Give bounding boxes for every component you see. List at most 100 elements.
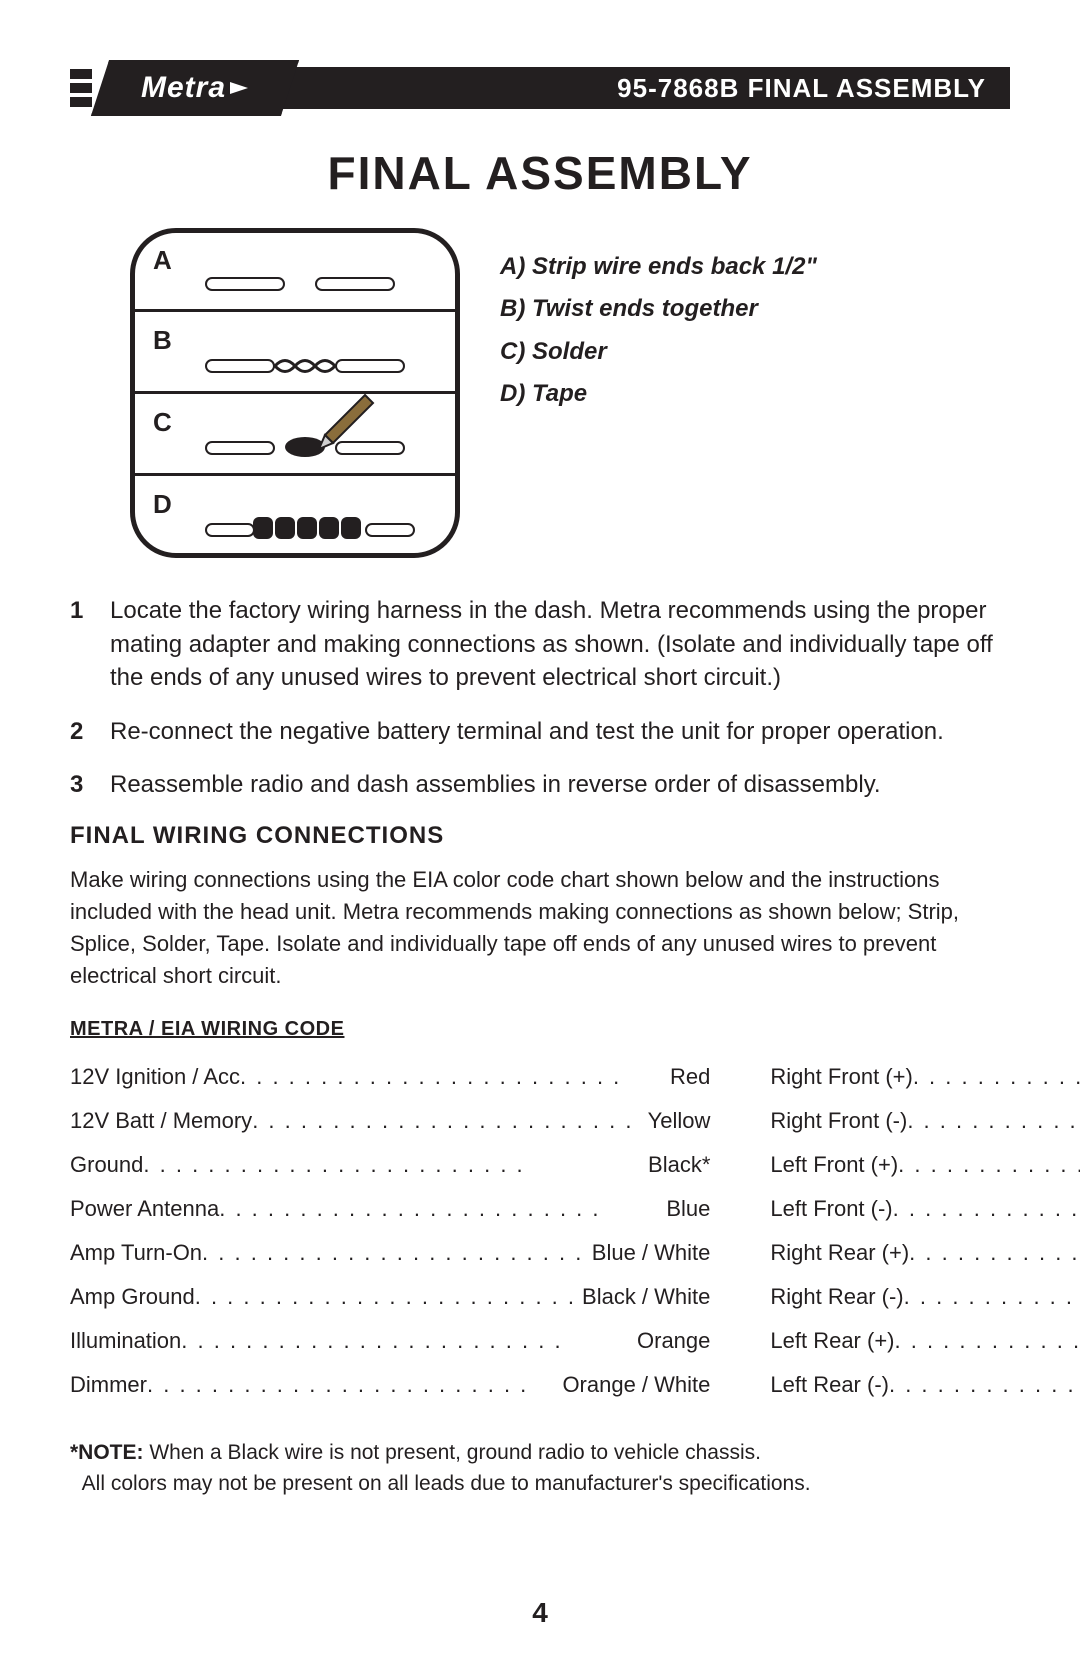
page-title: FINAL ASSEMBLY [70, 146, 1010, 200]
wiring-column-right: Right Front (+)GrayRight Front (-)Gray/ … [770, 1055, 1080, 1407]
wiring-label: Right Rear (+) [770, 1231, 909, 1275]
wiring-paragraph: Make wiring connections using the EIA co… [70, 864, 1010, 992]
leader-dots [195, 1275, 576, 1319]
wiring-row: Amp Ground Black / White [70, 1275, 710, 1319]
leader-dots [181, 1319, 631, 1363]
instruction-text: Locate the factory wiring harness in the… [110, 594, 1010, 695]
diagram-label-c: C [153, 407, 172, 438]
leader-dots [252, 1099, 641, 1143]
tape-seg [253, 517, 273, 539]
wiring-label: Left Front (+) [770, 1143, 898, 1187]
wiring-label: Illumination [70, 1319, 181, 1363]
instruction-number: 3 [70, 768, 110, 802]
note-line-1: When a Black wire is not present, ground… [144, 1441, 761, 1464]
wiring-row: Right Rear (+)Violet [770, 1231, 1080, 1275]
wiring-label: Left Front (-) [770, 1187, 892, 1231]
wiring-row: Right Rear (-)Violet / Black [770, 1275, 1080, 1319]
wiring-row: Dimmer Orange / White [70, 1363, 710, 1407]
wiring-label: Amp Ground [70, 1275, 195, 1319]
diagram-label-b: B [153, 325, 172, 356]
wiring-row: Power Antenna Blue [70, 1187, 710, 1231]
wiring-row: 12V Batt / Memory Yellow [70, 1099, 710, 1143]
wiring-color: Blue [660, 1187, 710, 1231]
page: Metra 95-7868B FINAL ASSEMBLY FINAL ASSE… [0, 0, 1080, 1669]
wiring-label: 12V Batt / Memory [70, 1099, 252, 1143]
header-title-bar: 95-7868B FINAL ASSEMBLY [270, 67, 1010, 109]
diagram-divider [135, 391, 455, 394]
tape-seg [275, 517, 295, 539]
wire-segment [205, 523, 255, 537]
leader-dots [889, 1363, 1080, 1407]
wiring-note: *NOTE: When a Black wire is not present,… [70, 1437, 1010, 1500]
leader-dots [909, 1231, 1080, 1275]
wiring-color: Orange [631, 1319, 710, 1363]
instruction-item: 1 Locate the factory wiring harness in t… [70, 594, 1010, 695]
note-line-2: All colors may not be present on all lea… [82, 1472, 811, 1495]
diagram-row: A B C D [70, 228, 1010, 558]
wiring-row: Illumination Orange [70, 1319, 710, 1363]
wiring-label: Right Rear (-) [770, 1275, 903, 1319]
diagram-label-a: A [153, 245, 172, 276]
wiring-row: Left Front (-)White / Black [770, 1187, 1080, 1231]
note-label: *NOTE: [70, 1441, 144, 1464]
wire-segment [315, 277, 395, 291]
tape-seg [297, 517, 317, 539]
wiring-heading: FINAL WIRING CONNECTIONS [70, 822, 1010, 850]
wiring-label: Amp Turn-On [70, 1231, 202, 1275]
wiring-row: GroundBlack* [70, 1143, 710, 1187]
instruction-text: Reassemble radio and dash assemblies in … [110, 768, 1010, 802]
wiring-color: Red [664, 1055, 710, 1099]
brand-logo: Metra [91, 60, 299, 116]
wire-splice-diagram: A B C D [130, 228, 460, 558]
instructions-list: 1 Locate the factory wiring harness in t… [70, 594, 1010, 802]
wiring-color: Black* [642, 1143, 710, 1187]
lightning-icon [231, 82, 249, 94]
wire-segment [205, 441, 275, 455]
tape-seg [341, 517, 361, 539]
leader-dots [895, 1319, 1080, 1363]
leader-dots [240, 1055, 664, 1099]
wire-segment [205, 277, 285, 291]
wiring-row: Amp Turn-On Blue / White [70, 1231, 710, 1275]
leader-dots [907, 1099, 1080, 1143]
header-title: 95-7868B FINAL ASSEMBLY [617, 73, 986, 104]
wiring-columns: 12V Ignition / Acc Red 12V Batt / Memory Ye… [70, 1055, 1010, 1407]
wiring-label: Power Antenna [70, 1187, 219, 1231]
accent-block [70, 83, 92, 93]
splice-step: C) Solder [500, 333, 817, 371]
diagram-label-d: D [153, 489, 172, 520]
splice-step: A) Strip wire ends back 1/2" [500, 248, 817, 286]
wiring-row: Right Front (+)Gray [770, 1055, 1080, 1099]
leader-dots [893, 1187, 1080, 1231]
wiring-label: 12V Ignition / Acc [70, 1055, 240, 1099]
splice-step: B) Twist ends together [500, 290, 817, 328]
leader-dots [202, 1231, 586, 1275]
header-bar: Metra 95-7868B FINAL ASSEMBLY [70, 60, 1010, 116]
wiring-row: Right Front (-)Gray/ Black [770, 1099, 1080, 1143]
wire-segment [335, 359, 405, 373]
wire-segment [365, 523, 415, 537]
diagram-divider [135, 473, 455, 476]
header-accent-blocks [70, 69, 92, 107]
wiring-color: Orange / White [556, 1363, 710, 1407]
splice-step: D) Tape [500, 375, 817, 413]
leader-dots [913, 1055, 1080, 1099]
instruction-number: 1 [70, 594, 110, 695]
wiring-label: Left Rear (+) [770, 1319, 894, 1363]
wiring-label: Right Front (+) [770, 1055, 912, 1099]
wiring-label: Dimmer [70, 1363, 147, 1407]
wiring-color: Yellow [642, 1099, 711, 1143]
wiring-code-heading: METRA / EIA WIRING CODE [70, 1018, 1010, 1041]
instruction-item: 3 Reassemble radio and dash assemblies i… [70, 768, 1010, 802]
wiring-row: 12V Ignition / Acc Red [70, 1055, 710, 1099]
leader-dots [904, 1275, 1080, 1319]
leader-dots [147, 1363, 556, 1407]
leader-dots [143, 1143, 642, 1187]
tape-seg [319, 517, 339, 539]
wiring-column-left: 12V Ignition / Acc Red 12V Batt / Memory Ye… [70, 1055, 710, 1407]
wiring-color: Blue / White [586, 1231, 711, 1275]
wiring-row: Left Front (+)White [770, 1143, 1080, 1187]
page-number: 4 [0, 1597, 1080, 1629]
wiring-color: Black / White [576, 1275, 710, 1319]
tape-wrap [253, 517, 363, 539]
